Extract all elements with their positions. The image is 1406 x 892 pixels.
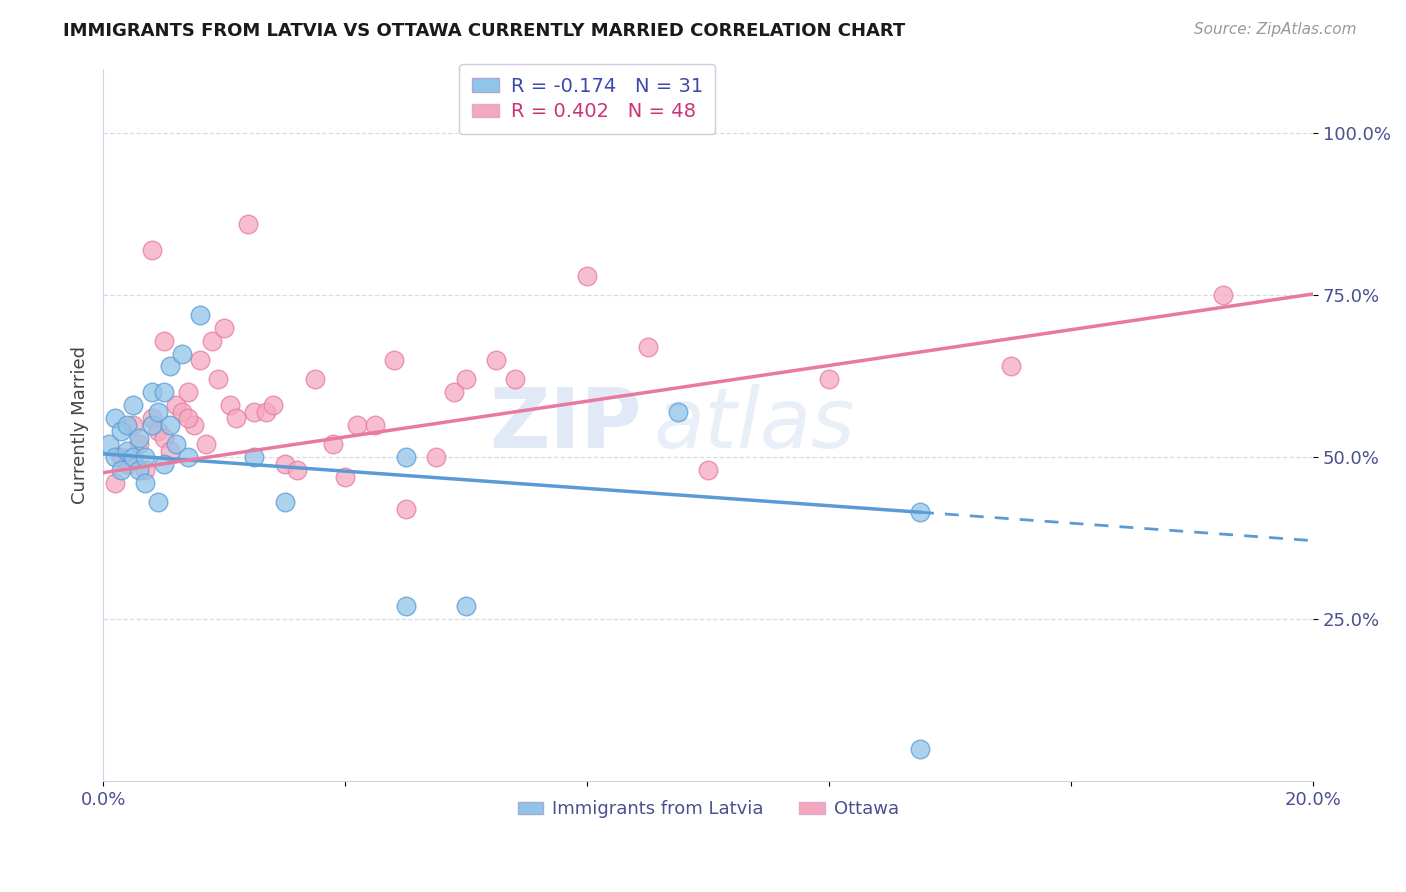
Point	[159, 359, 181, 374]
Point	[425, 450, 447, 464]
Point	[188, 353, 211, 368]
Point	[159, 417, 181, 432]
Point	[243, 450, 266, 464]
Legend: Immigrants from Latvia, Ottawa: Immigrants from Latvia, Ottawa	[510, 793, 905, 825]
Text: atlas: atlas	[654, 384, 855, 466]
Point	[117, 457, 139, 471]
Point	[219, 398, 242, 412]
Point	[122, 450, 145, 464]
Point	[122, 398, 145, 412]
Point	[146, 495, 169, 509]
Point	[134, 450, 156, 464]
Point	[177, 385, 200, 400]
Point	[1000, 359, 1022, 374]
Y-axis label: Currently Married: Currently Married	[72, 346, 89, 504]
Point	[104, 476, 127, 491]
Point	[207, 372, 229, 386]
Point	[141, 411, 163, 425]
Point	[456, 372, 478, 386]
Point	[395, 450, 418, 464]
Text: Source: ZipAtlas.com: Source: ZipAtlas.com	[1194, 22, 1357, 37]
Point	[262, 398, 284, 412]
Point	[395, 599, 418, 614]
Point	[188, 308, 211, 322]
Point	[177, 450, 200, 464]
Point	[666, 405, 689, 419]
Point	[128, 463, 150, 477]
Point	[110, 450, 132, 464]
Point	[285, 463, 308, 477]
Point	[122, 417, 145, 432]
Point	[104, 411, 127, 425]
Point	[364, 417, 387, 432]
Point	[818, 372, 841, 386]
Point	[576, 268, 599, 283]
Point	[159, 443, 181, 458]
Point	[183, 417, 205, 432]
Text: IMMIGRANTS FROM LATVIA VS OTTAWA CURRENTLY MARRIED CORRELATION CHART: IMMIGRANTS FROM LATVIA VS OTTAWA CURRENT…	[63, 22, 905, 40]
Point	[212, 320, 235, 334]
Point	[225, 411, 247, 425]
Point	[443, 385, 465, 400]
Point	[908, 741, 931, 756]
Point	[322, 437, 344, 451]
Point	[456, 599, 478, 614]
Point	[165, 398, 187, 412]
Point	[128, 437, 150, 451]
Point	[141, 417, 163, 432]
Point	[503, 372, 526, 386]
Point	[333, 469, 356, 483]
Point	[152, 457, 174, 471]
Point	[104, 450, 127, 464]
Point	[117, 417, 139, 432]
Point	[170, 405, 193, 419]
Point	[141, 243, 163, 257]
Point	[1211, 288, 1233, 302]
Point	[382, 353, 405, 368]
Point	[110, 424, 132, 438]
Point	[256, 405, 278, 419]
Point	[152, 431, 174, 445]
Point	[98, 437, 121, 451]
Point	[346, 417, 368, 432]
Point	[243, 405, 266, 419]
Point	[128, 431, 150, 445]
Point	[134, 476, 156, 491]
Point	[908, 505, 931, 519]
Point	[177, 411, 200, 425]
Point	[117, 443, 139, 458]
Point	[134, 463, 156, 477]
Point	[152, 385, 174, 400]
Point	[485, 353, 508, 368]
Point	[201, 334, 224, 348]
Point	[110, 463, 132, 477]
Point	[304, 372, 326, 386]
Point	[637, 340, 659, 354]
Text: ZIP: ZIP	[489, 384, 641, 466]
Point	[395, 502, 418, 516]
Point	[238, 217, 260, 231]
Point	[165, 437, 187, 451]
Point	[697, 463, 720, 477]
Point	[141, 385, 163, 400]
Point	[273, 457, 295, 471]
Point	[146, 424, 169, 438]
Point	[146, 405, 169, 419]
Point	[152, 334, 174, 348]
Point	[195, 437, 218, 451]
Point	[170, 346, 193, 360]
Point	[273, 495, 295, 509]
